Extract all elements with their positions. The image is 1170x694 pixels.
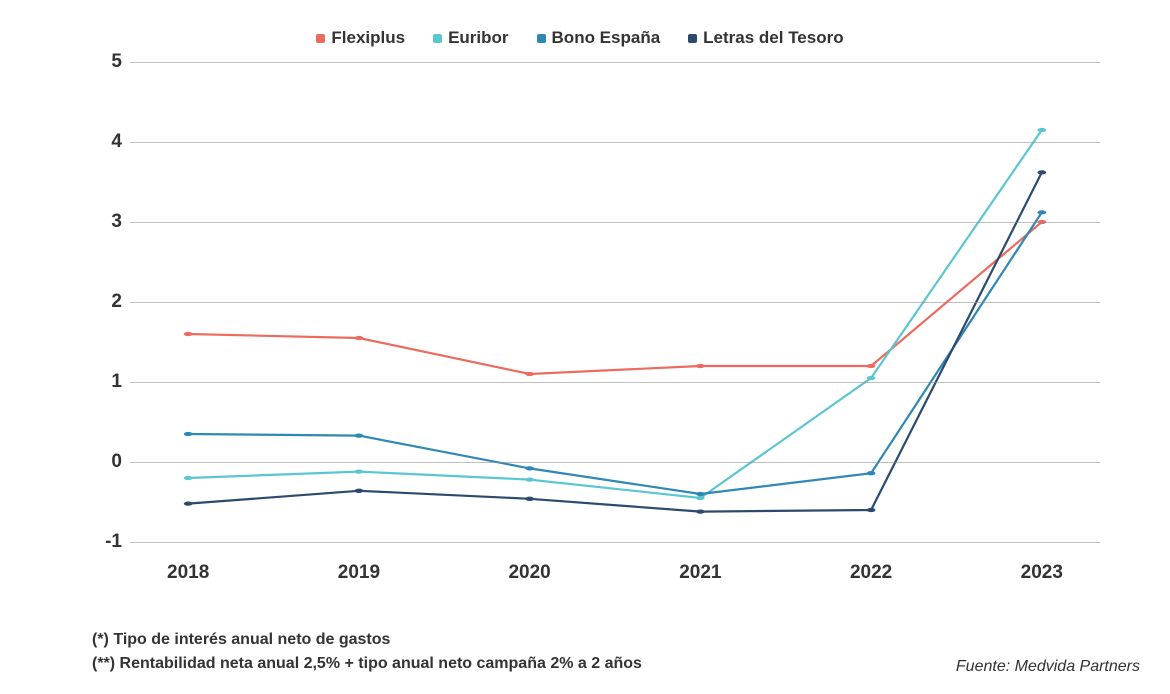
y-tick-label: 1: [70, 371, 122, 393]
series-marker: [355, 433, 364, 437]
series-marker: [355, 469, 364, 473]
x-tick-label: 2020: [508, 562, 550, 584]
footnote-2: (**) Rentabilidad neta anual 2,5% + tipo…: [92, 652, 642, 676]
series-marker: [184, 501, 193, 505]
legend: Flexiplus Euribor Bono España Letras del Te…: [20, 20, 1140, 62]
series-marker: [867, 471, 876, 475]
legend-swatch: [433, 34, 442, 43]
series-marker: [867, 508, 876, 512]
footnotes: (*) Tipo de interés anual neto de gastos…: [92, 628, 1140, 676]
gridline: [130, 462, 1100, 463]
series-marker: [184, 476, 193, 480]
series-marker: [696, 509, 705, 513]
y-tick-label: 5: [70, 51, 122, 73]
series-marker: [355, 336, 364, 340]
source-label: Fuente: Medvida Partners: [956, 658, 1140, 676]
y-tick-label: 4: [70, 131, 122, 153]
series-marker: [696, 496, 705, 500]
legend-item: Flexiplus: [316, 28, 405, 48]
legend-swatch: [537, 34, 546, 43]
plot-wrap: -1012345 201820192020202120222023: [70, 62, 1120, 592]
series-marker: [525, 477, 534, 481]
gridline: [130, 62, 1100, 63]
legend-label: Letras del Tesoro: [703, 28, 843, 48]
x-tick-label: 2021: [679, 562, 721, 584]
legend-label: Bono España: [552, 28, 661, 48]
chart-container: Flexiplus Euribor Bono España Letras del Te…: [0, 0, 1170, 694]
series-marker: [184, 332, 193, 336]
series-marker: [184, 432, 193, 436]
series-line: [188, 172, 1042, 511]
gridline: [130, 382, 1100, 383]
gridline: [130, 142, 1100, 143]
plot-area: [130, 62, 1100, 542]
series-marker: [696, 364, 705, 368]
y-tick-label: 0: [70, 451, 122, 473]
series-marker: [867, 376, 876, 380]
legend-swatch: [316, 34, 325, 43]
x-tick-label: 2019: [338, 562, 380, 584]
series-marker: [525, 466, 534, 470]
series-line: [188, 222, 1042, 374]
y-axis-ticks: -1012345: [70, 62, 122, 542]
x-tick-label: 2022: [850, 562, 892, 584]
footnotes-left: (*) Tipo de interés anual neto de gastos…: [92, 628, 642, 676]
series-marker: [525, 372, 534, 376]
y-tick-label: 3: [70, 211, 122, 233]
legend-item: Bono España: [537, 28, 661, 48]
legend-swatch: [688, 34, 697, 43]
footnote-1: (*) Tipo de interés anual neto de gastos: [92, 628, 642, 652]
series-marker: [1037, 210, 1046, 214]
series-line: [188, 212, 1042, 494]
series-marker: [1037, 170, 1046, 174]
series-line: [188, 130, 1042, 498]
series-marker: [696, 492, 705, 496]
y-tick-label: 2: [70, 291, 122, 313]
x-tick-label: 2018: [167, 562, 209, 584]
series-marker: [525, 497, 534, 501]
gridline: [130, 542, 1100, 543]
y-tick-label: -1: [70, 531, 122, 553]
legend-item: Letras del Tesoro: [688, 28, 843, 48]
gridline: [130, 302, 1100, 303]
legend-label: Flexiplus: [331, 28, 405, 48]
legend-item: Euribor: [433, 28, 508, 48]
x-tick-label: 2023: [1021, 562, 1063, 584]
legend-label: Euribor: [448, 28, 508, 48]
series-marker: [867, 364, 876, 368]
series-marker: [1037, 128, 1046, 132]
series-marker: [355, 489, 364, 493]
gridline: [130, 222, 1100, 223]
x-axis-ticks: 2018 2019 2020 2021 2022 2023: [130, 552, 1100, 592]
